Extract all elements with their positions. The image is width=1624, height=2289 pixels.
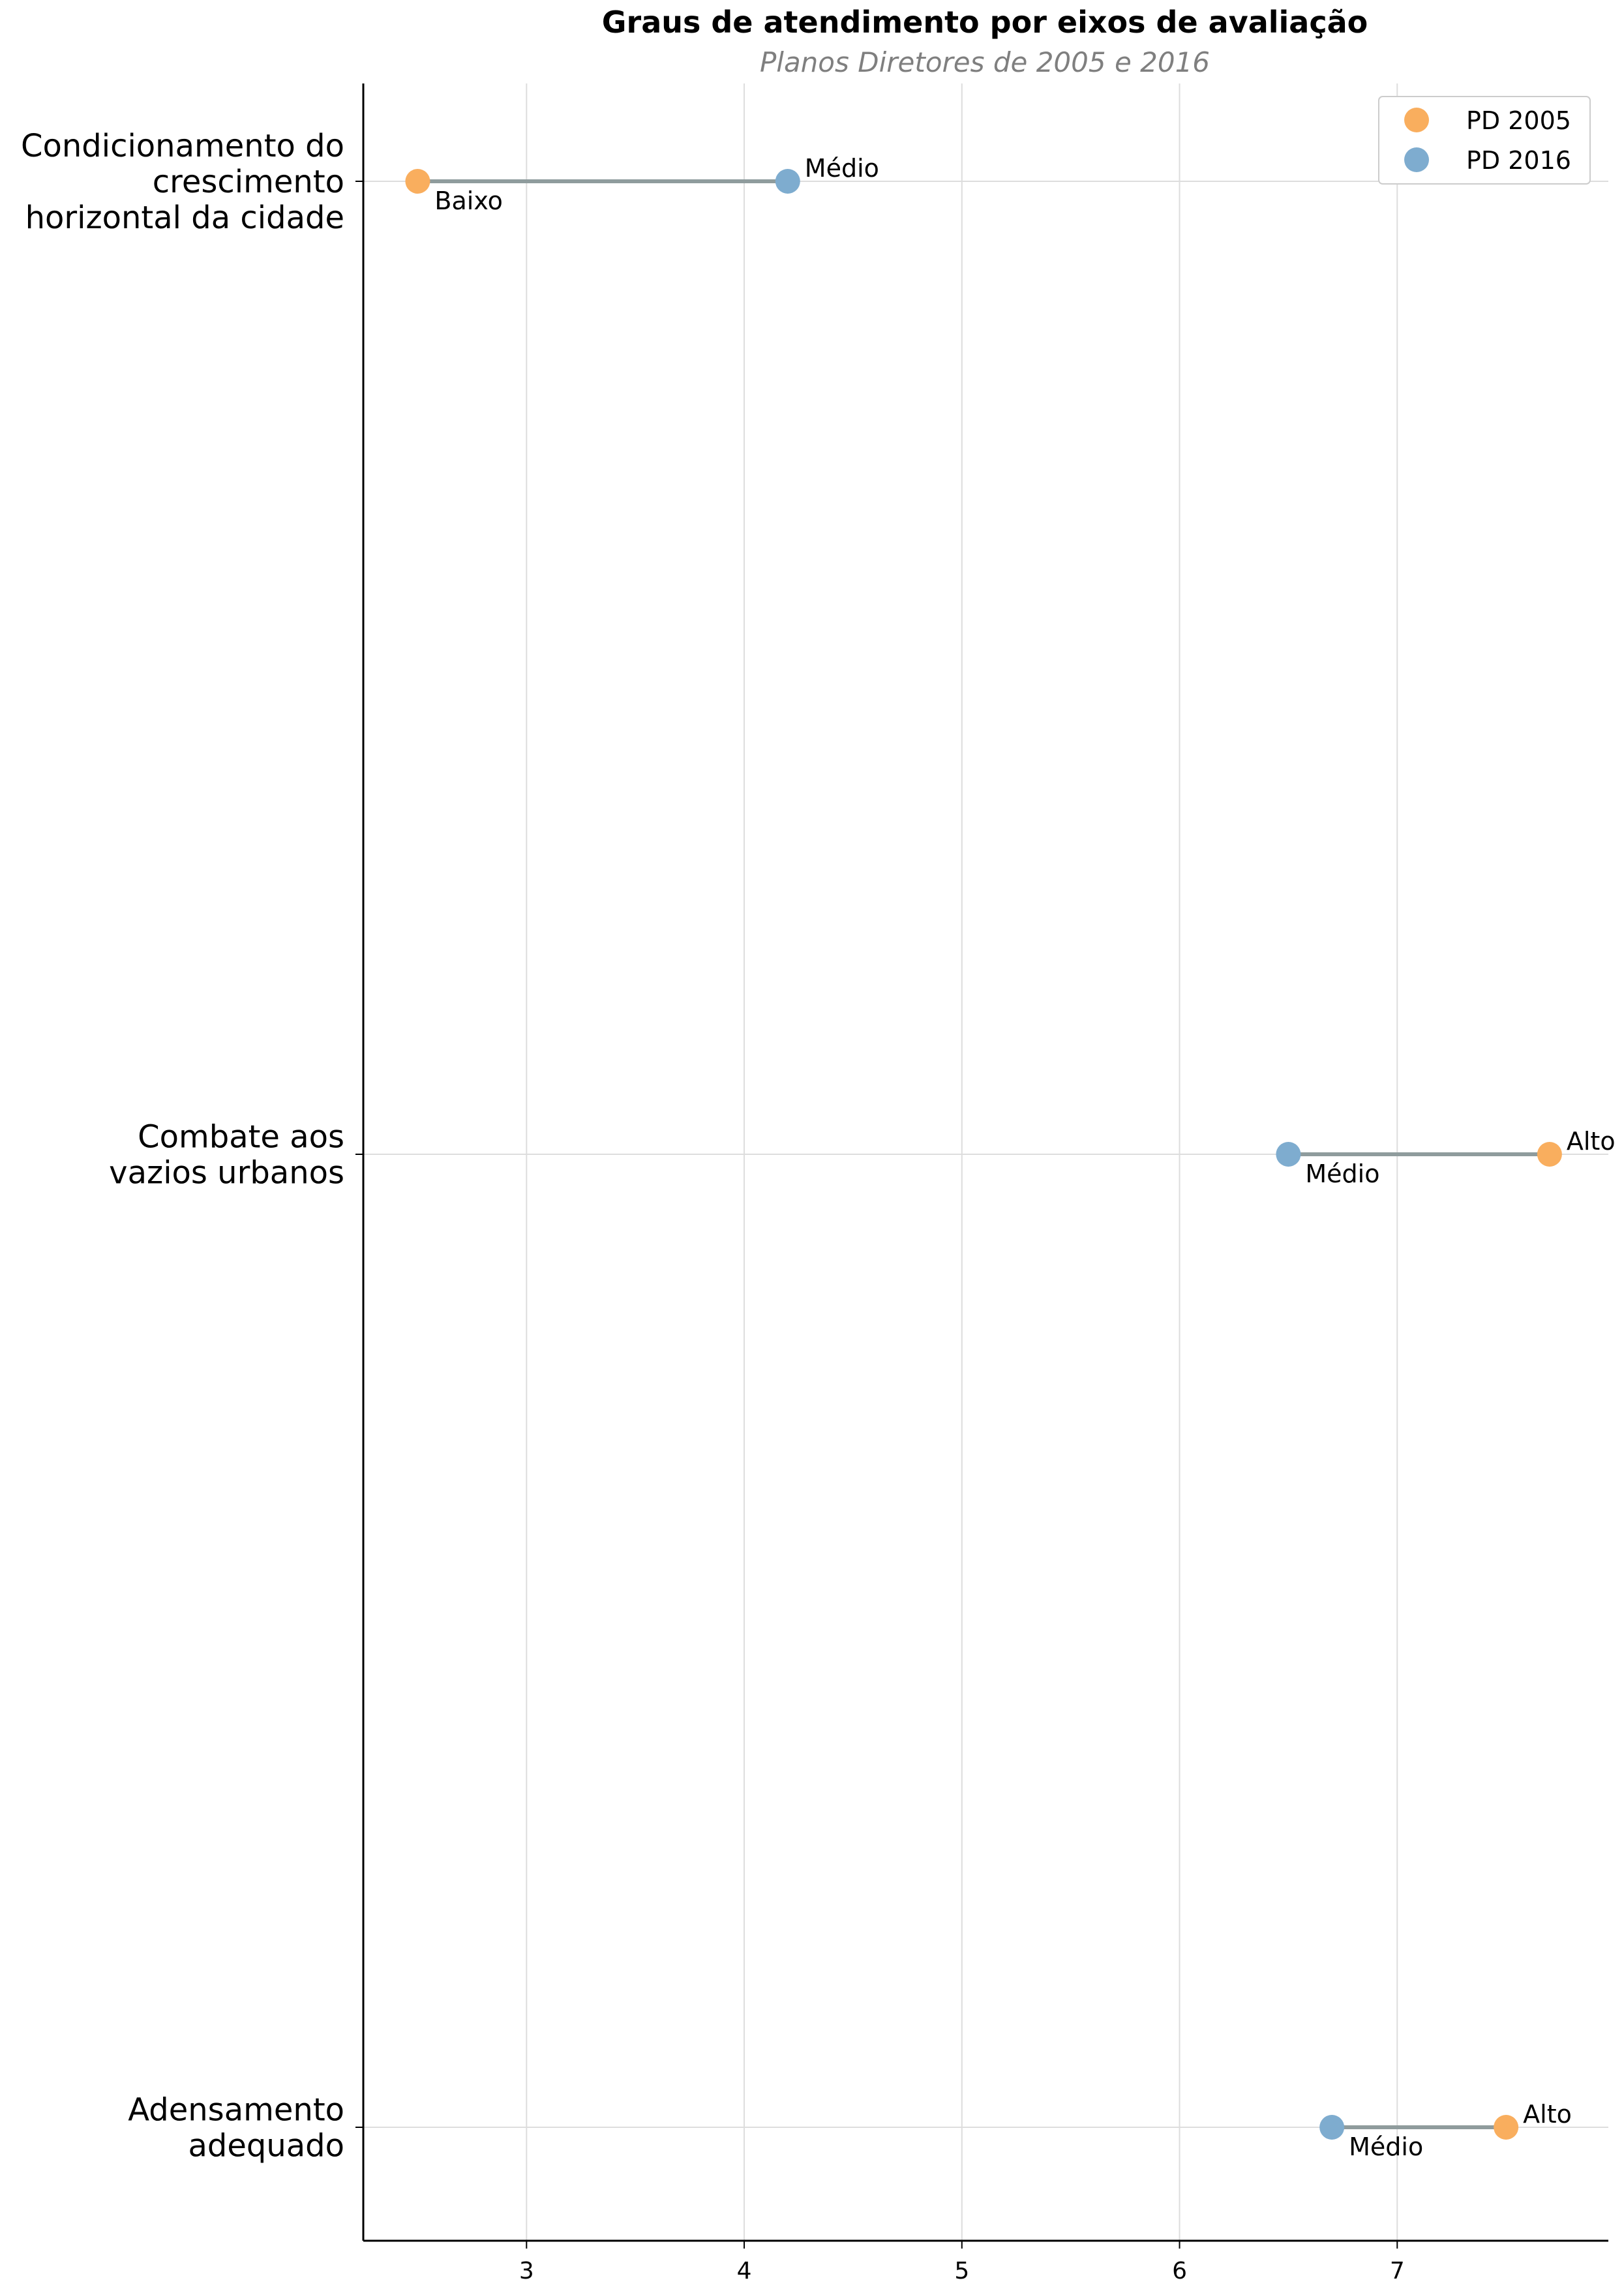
category-label-line: vazios urbanos xyxy=(109,1155,344,1191)
category-label-line: Combate aos xyxy=(138,1119,344,1156)
chart-subtitle: Planos Diretores de 2005 e 2016 xyxy=(760,46,1210,78)
marker-layer xyxy=(405,169,1562,2140)
category-label-line: crescimento xyxy=(153,164,344,200)
point-label-pd-2016: Médio xyxy=(1349,2132,1423,2161)
point-marker-pd-2005 xyxy=(1494,2115,1519,2140)
point-label-pd-2016: Médio xyxy=(805,154,879,183)
connector-layer xyxy=(415,179,1552,2129)
x-tick-layer: 3 4 5 6 7 xyxy=(519,2241,1405,2284)
point-label-pd-2005: Alto xyxy=(1567,1127,1616,1156)
x-tick-label: 4 xyxy=(737,2258,752,2284)
x-tick-label: 5 xyxy=(954,2258,969,2284)
point-marker-pd-2016 xyxy=(775,169,800,194)
legend-label-pd-2005: PD 2005 xyxy=(1466,106,1571,135)
point-marker-pd-2005 xyxy=(405,169,430,194)
point-label-layer: Baixo Alto Alto Médio Médio Médio xyxy=(434,154,1615,2161)
x-tick-label: 6 xyxy=(1172,2258,1187,2284)
category-label-line: Condicionamento do xyxy=(21,128,344,164)
point-label-pd-2005: Alto xyxy=(1523,2100,1572,2129)
y-category-layer: Condicionamento docrescimentohorizontal … xyxy=(21,128,363,2164)
axes-layer xyxy=(362,83,1608,2242)
point-label-pd-2005: Baixo xyxy=(434,187,502,215)
chart-title: Graus de atendimento por eixos de avalia… xyxy=(602,5,1368,40)
legend: PD 2005 PD 2016 xyxy=(1378,96,1591,185)
legend-label-pd-2016: PD 2016 xyxy=(1466,146,1571,175)
legend-box xyxy=(1378,96,1591,185)
category-label-line: adequado xyxy=(188,2128,344,2164)
category-label-line: Adensamento xyxy=(128,2092,344,2129)
point-marker-pd-2016 xyxy=(1319,2115,1345,2140)
point-marker-pd-2016 xyxy=(1276,1142,1301,1167)
legend-marker-pd-2016 xyxy=(1404,147,1429,172)
legend-marker-pd-2005 xyxy=(1404,108,1429,132)
point-marker-pd-2005 xyxy=(1537,1142,1562,1167)
x-tick-label: 7 xyxy=(1390,2258,1405,2284)
point-label-pd-2016: Médio xyxy=(1305,1159,1379,1188)
category-label-line: horizontal da cidade xyxy=(25,200,344,236)
grid-layer xyxy=(363,83,1608,2241)
x-tick-label: 3 xyxy=(519,2258,534,2284)
